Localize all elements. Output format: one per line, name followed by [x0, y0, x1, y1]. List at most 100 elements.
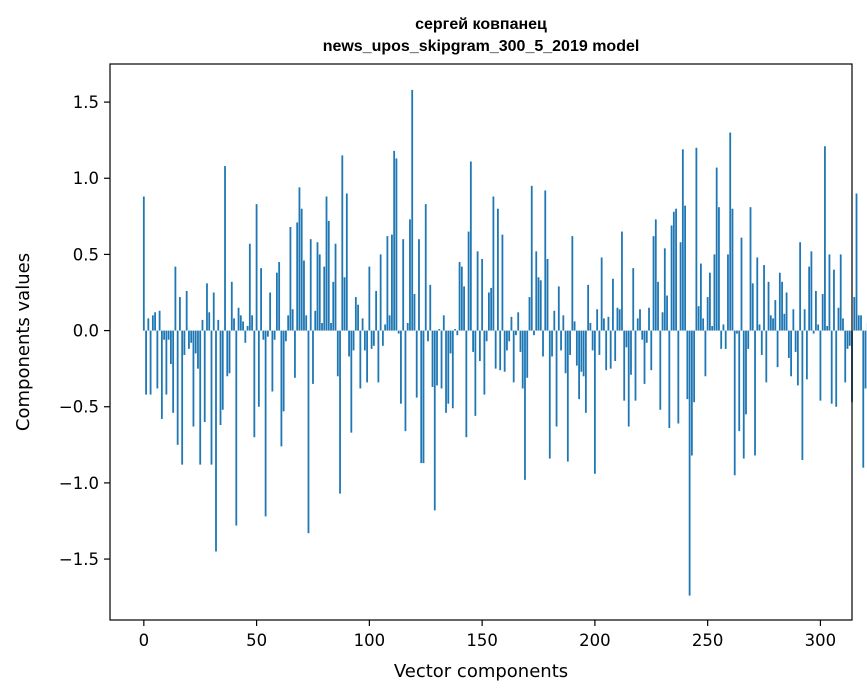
bar-106 [381, 330, 384, 346]
bar-41 [235, 330, 238, 526]
bar-310 [842, 318, 844, 331]
bar-14 [174, 266, 177, 331]
bar-56 [269, 292, 272, 331]
bar-132 [440, 330, 443, 389]
bar-31 [212, 292, 215, 331]
bar-158 [499, 330, 502, 371]
bar-264 [738, 330, 741, 432]
bar-78 [318, 254, 321, 331]
bar-212 [621, 231, 623, 331]
bar-316 [855, 193, 858, 331]
bar-254 [715, 167, 718, 331]
x-axis-ticks: 0 50 100 150 200 250 300 [139, 620, 836, 650]
x-tick-label: 0 [139, 631, 150, 650]
bar-285 [785, 292, 788, 331]
bar-237 [677, 330, 680, 424]
bar-134 [445, 330, 447, 413]
bar-103 [375, 290, 378, 331]
bar-143 [465, 330, 468, 438]
bar-165 [515, 330, 517, 336]
bar-277 [767, 281, 770, 331]
bar-187 [564, 330, 567, 374]
bar-196 [584, 330, 587, 413]
bar-9 [163, 330, 166, 340]
bar-19 [185, 290, 188, 331]
bar-124 [422, 330, 425, 464]
bar-136 [449, 330, 452, 354]
bar-230 [661, 312, 664, 331]
bar-154 [490, 287, 493, 331]
bar-267 [745, 330, 747, 415]
bar-185 [560, 330, 562, 351]
bar-231 [663, 248, 666, 331]
bar-281 [776, 330, 779, 368]
bar-296 [810, 251, 813, 331]
x-tick-label: 100 [354, 631, 386, 650]
bar-62 [282, 330, 285, 412]
bar-215 [627, 330, 630, 427]
bar-175 [537, 277, 540, 331]
bar-126 [427, 330, 429, 342]
x-axis-label: Vector components [394, 661, 568, 682]
bar-160 [503, 330, 506, 372]
bar-197 [587, 284, 590, 331]
bar-271 [754, 330, 756, 456]
chart-title: сергей ковпанец [415, 16, 547, 33]
bar-282 [778, 272, 781, 331]
bar-163 [510, 316, 513, 331]
bar-181 [551, 330, 553, 357]
bar-88 [341, 155, 344, 331]
bar-274 [760, 330, 763, 355]
bar-89 [343, 277, 346, 331]
bar-46 [246, 326, 249, 331]
bar-137 [451, 330, 454, 409]
bar-294 [805, 330, 808, 380]
bar-167 [519, 330, 522, 352]
bar-239 [681, 149, 684, 331]
bar-156 [494, 330, 497, 369]
bar-172 [530, 185, 533, 331]
bar-241 [686, 330, 689, 400]
bar-125 [424, 204, 427, 331]
bar-3 [149, 330, 152, 395]
bar-150 [481, 258, 484, 331]
bar-16 [179, 297, 181, 331]
bar-130 [436, 330, 438, 386]
bar-276 [765, 330, 768, 383]
bar-85 [334, 243, 337, 331]
bar-278 [769, 315, 772, 331]
bar-57 [271, 330, 274, 392]
bar-105 [379, 254, 382, 331]
bar-270 [751, 283, 754, 331]
bar-184 [557, 286, 560, 331]
bar-29 [208, 312, 211, 331]
bar-292 [801, 330, 804, 461]
bar-182 [553, 310, 556, 331]
bar-247 [699, 263, 702, 331]
bar-188 [566, 330, 569, 462]
y-tick-label: 0.5 [73, 245, 99, 264]
bar-86 [336, 330, 339, 377]
bar-236 [675, 208, 677, 331]
bar-138 [454, 329, 456, 331]
x-tick-label: 50 [246, 631, 267, 650]
bar-210 [616, 307, 619, 331]
bar-200 [593, 330, 596, 474]
bar-102 [372, 330, 375, 346]
bar-23 [194, 330, 197, 354]
bar-7 [158, 310, 161, 331]
bar-6 [156, 330, 159, 389]
bar-17 [181, 330, 184, 465]
bar-87 [339, 330, 341, 494]
bar-1 [145, 330, 147, 395]
bar-68 [296, 222, 299, 331]
bar-169 [524, 330, 526, 480]
bar-12 [169, 330, 172, 365]
bar-290 [796, 330, 799, 386]
bar-304 [828, 254, 831, 331]
bar-40 [233, 318, 235, 331]
bar-93 [352, 330, 355, 351]
bar-248 [702, 318, 705, 331]
bar-220 [639, 309, 641, 331]
bar-265 [740, 237, 743, 331]
